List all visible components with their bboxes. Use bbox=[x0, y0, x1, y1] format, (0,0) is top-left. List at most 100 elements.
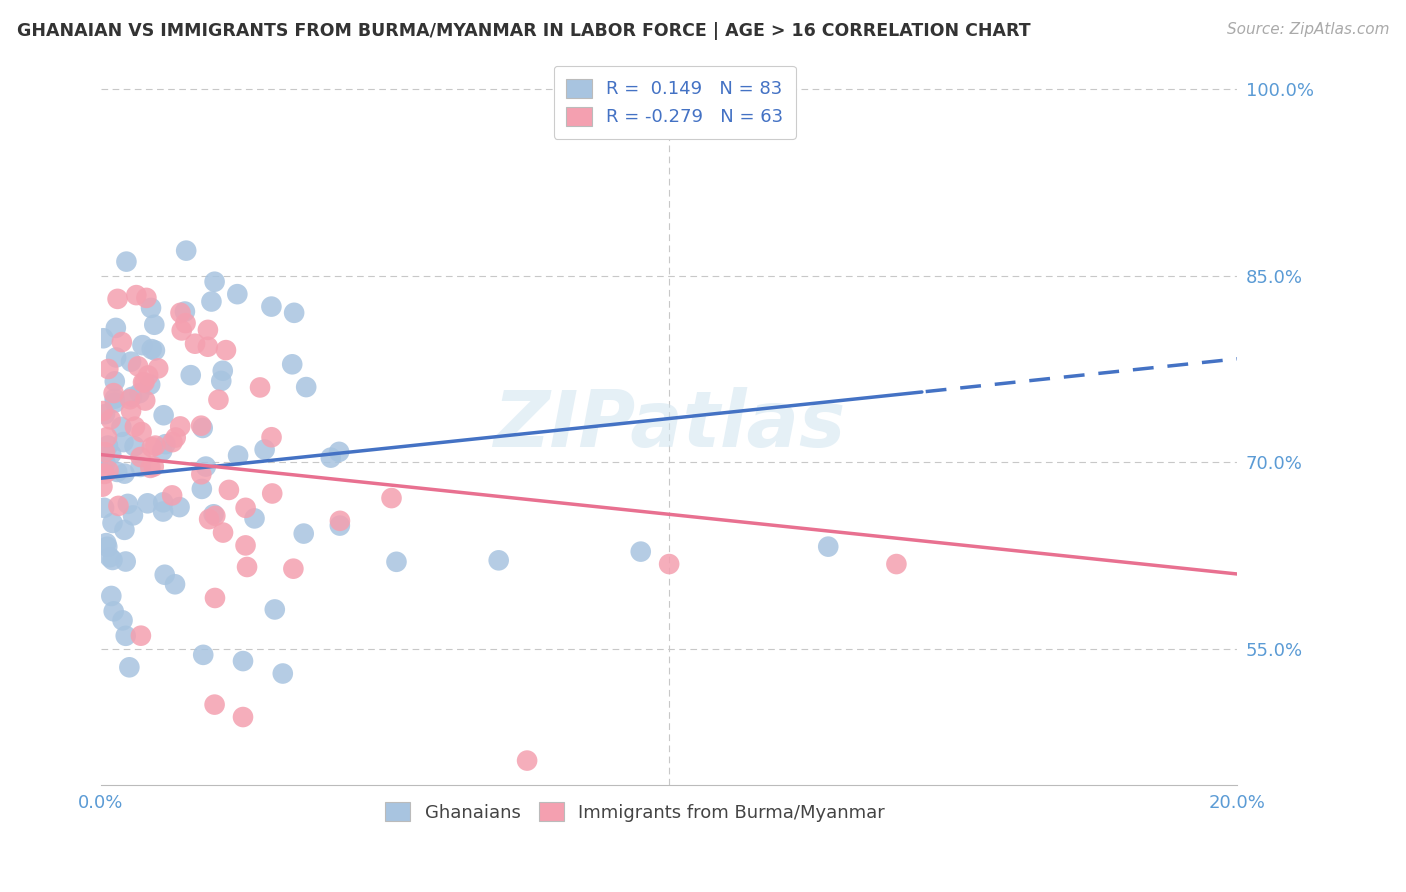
Point bbox=[200, 294, 222, 309]
Point bbox=[204, 591, 226, 605]
Point bbox=[193, 648, 215, 662]
Point bbox=[180, 368, 202, 383]
Point bbox=[143, 318, 166, 332]
Point bbox=[162, 435, 184, 450]
Point bbox=[170, 323, 193, 337]
Point bbox=[886, 557, 908, 571]
Point bbox=[243, 511, 266, 525]
Point bbox=[191, 421, 214, 435]
Point bbox=[139, 377, 162, 392]
Text: Source: ZipAtlas.com: Source: ZipAtlas.com bbox=[1226, 22, 1389, 37]
Point bbox=[236, 560, 259, 574]
Point bbox=[131, 425, 153, 439]
Point bbox=[94, 456, 117, 470]
Point bbox=[152, 495, 174, 509]
Point bbox=[105, 465, 128, 479]
Point bbox=[283, 306, 305, 320]
Point bbox=[141, 440, 163, 454]
Point bbox=[226, 287, 249, 301]
Point bbox=[114, 467, 136, 481]
Point bbox=[100, 589, 122, 603]
Point bbox=[134, 376, 156, 390]
Point bbox=[169, 419, 191, 434]
Point bbox=[136, 496, 159, 510]
Point bbox=[104, 395, 127, 409]
Point bbox=[197, 340, 219, 354]
Point bbox=[129, 450, 152, 464]
Point bbox=[129, 459, 152, 474]
Point bbox=[328, 445, 350, 459]
Point bbox=[211, 364, 233, 378]
Point bbox=[169, 500, 191, 515]
Point bbox=[212, 525, 235, 540]
Point bbox=[143, 439, 166, 453]
Point bbox=[190, 467, 212, 482]
Point bbox=[194, 459, 217, 474]
Point bbox=[96, 430, 118, 444]
Point bbox=[295, 380, 318, 394]
Legend: Ghanaians, Immigrants from Burma/Myanmar: Ghanaians, Immigrants from Burma/Myanmar bbox=[375, 793, 894, 830]
Point bbox=[98, 550, 121, 565]
Point bbox=[111, 613, 134, 627]
Point bbox=[202, 508, 225, 522]
Point bbox=[100, 447, 122, 461]
Point bbox=[139, 301, 162, 315]
Point bbox=[103, 386, 125, 401]
Point bbox=[117, 497, 139, 511]
Point bbox=[101, 553, 124, 567]
Point bbox=[174, 244, 197, 258]
Point bbox=[263, 602, 285, 616]
Point bbox=[110, 420, 132, 434]
Point bbox=[152, 409, 174, 423]
Point bbox=[209, 374, 232, 388]
Point bbox=[488, 553, 510, 567]
Point bbox=[218, 483, 240, 497]
Point bbox=[232, 710, 254, 724]
Point bbox=[155, 437, 177, 451]
Point bbox=[630, 544, 652, 558]
Point bbox=[150, 444, 173, 458]
Point bbox=[143, 343, 166, 358]
Point bbox=[101, 516, 124, 530]
Point bbox=[260, 430, 283, 444]
Point bbox=[120, 404, 142, 418]
Point bbox=[124, 439, 146, 453]
Point bbox=[91, 404, 114, 418]
Point bbox=[658, 557, 681, 571]
Point bbox=[141, 342, 163, 356]
Point bbox=[226, 449, 249, 463]
Point bbox=[142, 459, 165, 474]
Point bbox=[136, 368, 159, 383]
Point bbox=[204, 508, 226, 523]
Point bbox=[198, 512, 221, 526]
Point bbox=[281, 357, 304, 371]
Point bbox=[107, 499, 129, 513]
Point bbox=[204, 698, 226, 712]
Point bbox=[91, 450, 114, 465]
Point bbox=[93, 331, 115, 345]
Point bbox=[96, 540, 118, 554]
Point bbox=[135, 291, 157, 305]
Point bbox=[94, 445, 117, 459]
Point bbox=[191, 482, 214, 496]
Point bbox=[127, 359, 149, 374]
Point bbox=[132, 376, 155, 390]
Text: GHANAIAN VS IMMIGRANTS FROM BURMA/MYANMAR IN LABOR FORCE | AGE > 16 CORRELATION : GHANAIAN VS IMMIGRANTS FROM BURMA/MYANMA… bbox=[17, 22, 1031, 40]
Point bbox=[120, 354, 142, 368]
Point bbox=[93, 500, 115, 515]
Point bbox=[104, 321, 127, 335]
Point bbox=[107, 292, 129, 306]
Point bbox=[96, 536, 118, 550]
Point bbox=[97, 438, 120, 452]
Point bbox=[262, 486, 284, 500]
Point bbox=[94, 407, 117, 421]
Text: ZIPatlas: ZIPatlas bbox=[494, 387, 845, 463]
Point bbox=[100, 412, 122, 426]
Point bbox=[105, 351, 128, 365]
Point bbox=[97, 362, 120, 376]
Point bbox=[129, 629, 152, 643]
Point bbox=[118, 392, 141, 407]
Point bbox=[114, 555, 136, 569]
Point bbox=[139, 461, 162, 475]
Point bbox=[232, 654, 254, 668]
